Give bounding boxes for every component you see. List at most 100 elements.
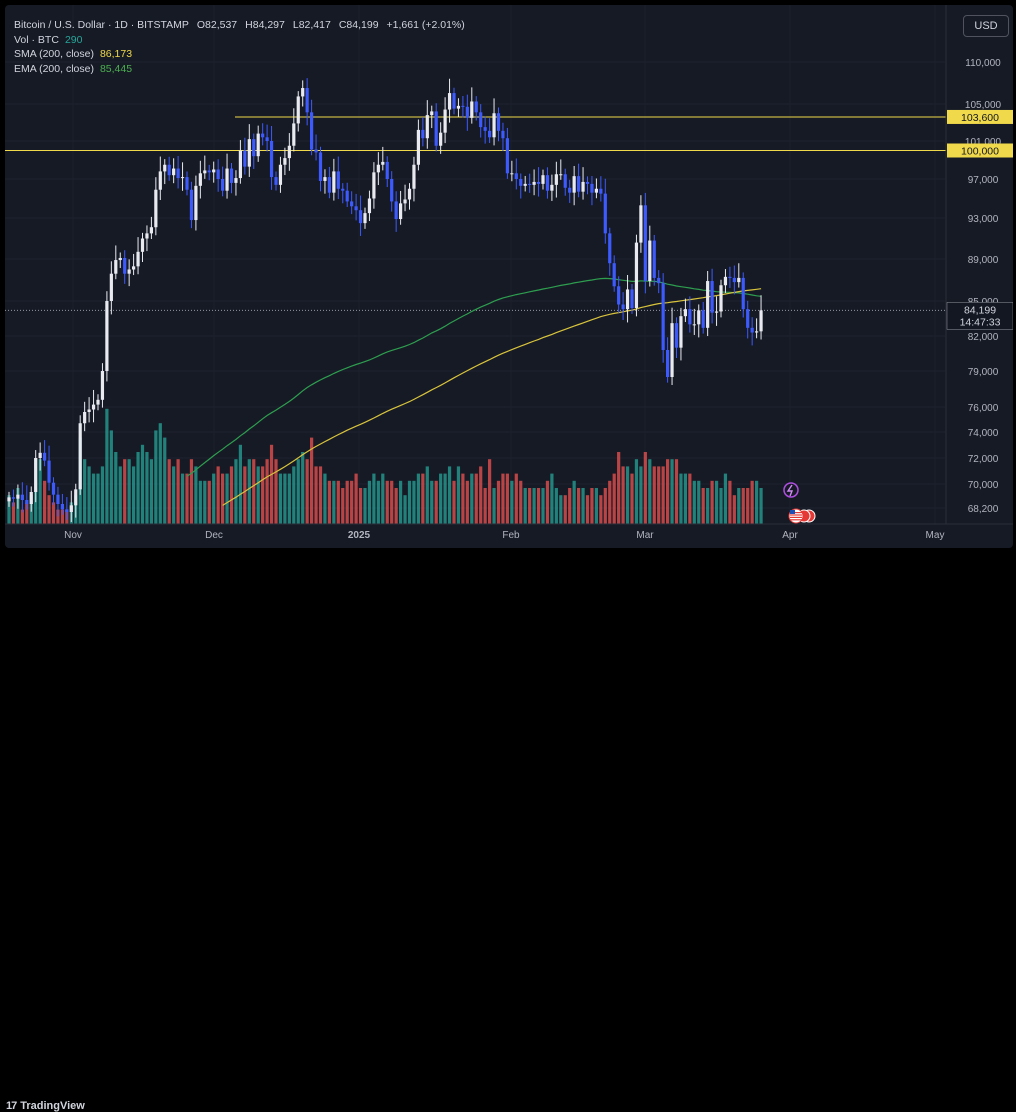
high-value: 84,297 bbox=[253, 19, 285, 31]
volume-bar bbox=[212, 474, 215, 524]
volume-bar bbox=[47, 495, 50, 524]
candle bbox=[622, 305, 625, 310]
volume-value: 290 bbox=[65, 33, 83, 48]
volume-bar bbox=[711, 481, 714, 524]
volume-bar bbox=[314, 466, 317, 524]
candle bbox=[239, 151, 242, 179]
chart-panel[interactable]: 110,000 105,000 101,000 97,000 93,000 89,000 8… bbox=[5, 5, 1013, 548]
ema-label: EMA (200, close) bbox=[14, 62, 94, 77]
candle bbox=[341, 189, 344, 191]
volume-bar bbox=[626, 466, 629, 524]
candle bbox=[675, 323, 678, 348]
candle bbox=[21, 495, 24, 500]
volume-bar bbox=[492, 488, 495, 524]
currency-button[interactable]: USD bbox=[963, 15, 1009, 37]
volume-bar bbox=[421, 474, 424, 524]
candle bbox=[586, 182, 589, 184]
candle bbox=[181, 177, 184, 178]
volume-bar bbox=[350, 481, 353, 524]
tradingview-logo[interactable]: 17 TradingView bbox=[6, 1100, 85, 1112]
symbol-title[interactable]: Bitcoin / U.S. Dollar · 1D · BITSTAMP bbox=[14, 18, 189, 33]
candle bbox=[225, 169, 228, 191]
candle bbox=[492, 113, 495, 137]
candle bbox=[172, 169, 175, 176]
candle bbox=[261, 134, 264, 138]
y-tick-label: 68,200 bbox=[968, 504, 999, 515]
candle bbox=[150, 227, 153, 233]
volume-bar bbox=[706, 488, 709, 524]
volume-bar bbox=[257, 466, 260, 524]
volume-bar bbox=[751, 481, 754, 524]
volume-bar bbox=[484, 488, 487, 524]
sma-label: SMA (200, close) bbox=[14, 47, 94, 62]
open-label: O bbox=[197, 19, 205, 31]
legend-sma-row[interactable]: SMA (200, close) 86,173 bbox=[14, 47, 465, 62]
volume-bar bbox=[501, 474, 504, 524]
volume-bar bbox=[279, 474, 282, 524]
volume-bar bbox=[221, 474, 224, 524]
price-chart[interactable]: 110,000 105,000 101,000 97,000 93,000 89,000 8… bbox=[5, 5, 1013, 548]
candle bbox=[96, 400, 99, 405]
candle bbox=[217, 170, 220, 180]
volume-bar bbox=[194, 466, 197, 524]
candle bbox=[270, 141, 273, 177]
candle bbox=[274, 177, 277, 185]
volume-bar bbox=[119, 466, 122, 524]
volume-bar bbox=[128, 459, 131, 524]
change-value: +1,661 (+2.01%) bbox=[387, 18, 465, 33]
candle bbox=[581, 182, 584, 192]
volume-bar bbox=[88, 466, 91, 524]
candle bbox=[399, 203, 402, 219]
candle bbox=[510, 173, 513, 174]
volume-bar bbox=[515, 474, 518, 524]
volume-bar bbox=[555, 488, 558, 524]
volume-bar bbox=[328, 481, 331, 524]
candle bbox=[519, 179, 522, 186]
volume-bar bbox=[377, 481, 380, 524]
candle bbox=[577, 176, 580, 192]
volume-bar bbox=[653, 466, 656, 524]
volume-bar bbox=[332, 481, 335, 524]
candle bbox=[541, 175, 544, 184]
volume-bar bbox=[608, 481, 611, 524]
footer: 17 TradingView bbox=[0, 548, 1016, 571]
candle bbox=[355, 206, 358, 210]
candle bbox=[684, 309, 687, 316]
volume-bar bbox=[381, 474, 384, 524]
volume-bar bbox=[92, 474, 95, 524]
volume-bar bbox=[497, 481, 500, 524]
volume-bar bbox=[150, 459, 153, 524]
candle bbox=[421, 130, 424, 138]
candle bbox=[537, 182, 540, 184]
candle bbox=[230, 169, 233, 183]
candle bbox=[595, 189, 598, 193]
y-tick-label: 76,000 bbox=[968, 403, 999, 414]
candle bbox=[123, 258, 126, 274]
volume-bar bbox=[230, 466, 233, 524]
candle bbox=[34, 458, 37, 492]
candle bbox=[346, 191, 349, 202]
candle bbox=[145, 233, 148, 238]
volume-bar bbox=[346, 481, 349, 524]
volume-bar bbox=[395, 488, 398, 524]
candle bbox=[337, 171, 340, 188]
candle bbox=[470, 101, 473, 117]
candle bbox=[372, 172, 375, 198]
volume-bar bbox=[310, 438, 313, 524]
legend-ema-row[interactable]: EMA (200, close) 85,445 bbox=[14, 62, 465, 77]
candle bbox=[208, 170, 211, 172]
volume-bar bbox=[292, 466, 295, 524]
candle bbox=[733, 278, 736, 282]
candle bbox=[306, 88, 309, 112]
volume-bar bbox=[136, 452, 139, 524]
legend-volume-row[interactable]: Vol · BTC 290 bbox=[14, 33, 465, 48]
candle bbox=[163, 165, 166, 172]
volume-bar bbox=[163, 438, 166, 524]
candle bbox=[742, 278, 745, 309]
x-tick-label: Nov bbox=[64, 530, 82, 541]
candle bbox=[466, 107, 469, 118]
candle bbox=[670, 323, 673, 377]
candle bbox=[479, 112, 482, 127]
volume-bar bbox=[479, 466, 482, 524]
volume-bar bbox=[759, 488, 762, 524]
